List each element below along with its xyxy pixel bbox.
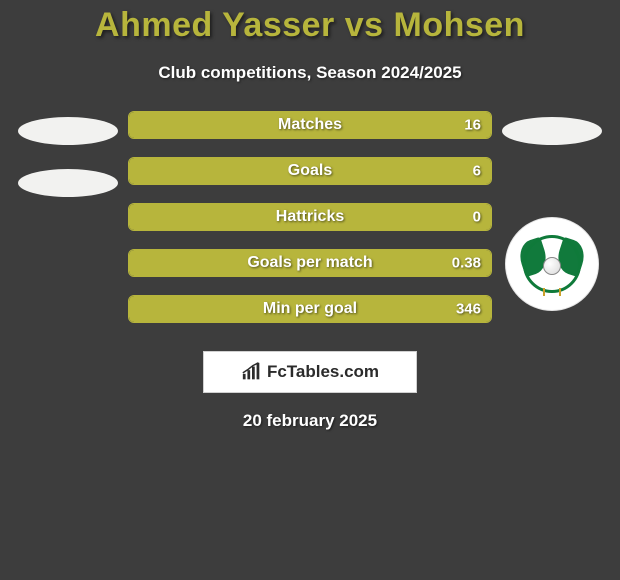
stat-label: Goals (288, 162, 332, 180)
stat-bars: Matches 16 Goals 6 Hattricks 0 Goals per… (128, 111, 492, 323)
bar-chart-icon (241, 362, 263, 382)
brand-text: FcTables.com (267, 362, 379, 382)
stat-bar-matches: Matches 16 (128, 111, 492, 139)
stat-bar-min-per-goal: Min per goal 346 (128, 295, 492, 323)
stat-label: Goals per match (247, 254, 372, 272)
stat-value: 0 (473, 209, 481, 226)
footer-date: 20 february 2025 (0, 411, 620, 431)
player-left-club-placeholder (18, 169, 118, 197)
stat-value: 16 (464, 117, 481, 134)
player-right-avatar-placeholder (502, 117, 602, 145)
brand-box[interactable]: FcTables.com (203, 351, 417, 393)
stat-value: 0.38 (452, 255, 481, 272)
player-left-avatar-placeholder (18, 117, 118, 145)
stat-value: 346 (456, 301, 481, 318)
content-row: Matches 16 Goals 6 Hattricks 0 Goals per… (0, 111, 620, 323)
player-right-club-logo (505, 217, 599, 311)
stat-bar-goals: Goals 6 (128, 157, 492, 185)
comparison-card: Ahmed Yasser vs Mohsen Club competitions… (0, 0, 620, 431)
stat-label: Hattricks (276, 208, 344, 226)
club-crest-icon (522, 234, 582, 294)
page-title: Ahmed Yasser vs Mohsen (0, 6, 620, 45)
stat-label: Min per goal (263, 300, 357, 318)
subtitle: Club competitions, Season 2024/2025 (0, 63, 620, 83)
stat-value: 6 (473, 163, 481, 180)
stat-bar-goals-per-match: Goals per match 0.38 (128, 249, 492, 277)
stat-bar-hattricks: Hattricks 0 (128, 203, 492, 231)
stat-label: Matches (278, 116, 342, 134)
player-right-column (492, 111, 612, 311)
player-left-column (8, 111, 128, 221)
